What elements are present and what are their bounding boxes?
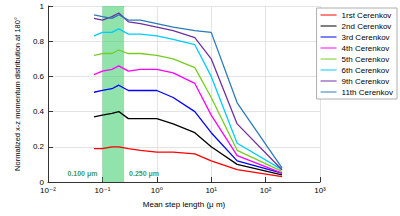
svg-text:10⁰: 10⁰ (151, 186, 163, 195)
svg-text:2nd Cerenkov: 2nd Cerenkov (342, 22, 392, 31)
svg-text:0.8: 0.8 (33, 37, 45, 46)
svg-text:10²: 10² (260, 186, 272, 195)
svg-text:0.100 μm: 0.100 μm (67, 170, 97, 178)
svg-text:Mean step length (μ m): Mean step length (μ m) (143, 200, 226, 209)
svg-text:3rd Cerenkov: 3rd Cerenkov (342, 33, 390, 42)
svg-text:4th Cerenkov: 4th Cerenkov (342, 44, 390, 53)
svg-text:Normalized x-z momentum distri: Normalized x-z momentum distribution at … (13, 17, 22, 171)
svg-text:10¹: 10¹ (205, 186, 217, 195)
svg-text:0: 0 (39, 177, 44, 187)
svg-text:6th Cerenkov: 6th Cerenkov (342, 66, 390, 75)
svg-text:1rst Cerenkov: 1rst Cerenkov (342, 11, 392, 20)
svg-text:10⁻¹: 10⁻¹ (95, 186, 111, 195)
svg-text:11th Cerenkov: 11th Cerenkov (342, 88, 393, 97)
svg-text:10³: 10³ (314, 186, 326, 195)
svg-text:9th Cerenkov: 9th Cerenkov (342, 77, 390, 86)
svg-text:1: 1 (40, 2, 45, 11)
svg-text:0.6: 0.6 (33, 72, 45, 81)
svg-text:0.250 μm: 0.250 μm (129, 170, 159, 178)
svg-text:0.4: 0.4 (33, 107, 45, 116)
svg-text:0.2: 0.2 (33, 142, 45, 151)
svg-text:10⁻²: 10⁻² (40, 186, 56, 195)
svg-text:5th Cerenkov: 5th Cerenkov (342, 55, 390, 64)
